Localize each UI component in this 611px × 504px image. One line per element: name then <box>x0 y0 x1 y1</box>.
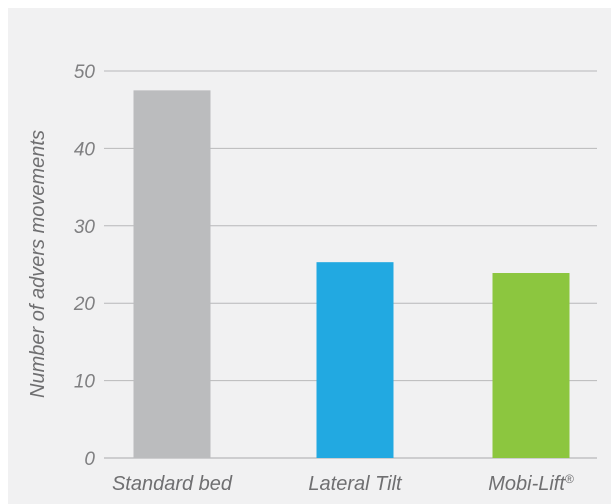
x-tick-label: Lateral Tilt <box>308 473 403 495</box>
y-tick-label: 0 <box>84 449 95 470</box>
y-tick-label: 20 <box>73 294 96 315</box>
x-tick-label: Standard bed <box>112 473 233 495</box>
x-tick-label: Mobi-Lift® <box>488 472 574 495</box>
y-axis-label: Number of advers movements <box>27 130 49 398</box>
y-tick-label: 10 <box>74 372 96 393</box>
bar-standard-bed <box>133 90 211 458</box>
bar-lateral-tilt <box>316 262 394 458</box>
x-tick-labels: Standard bed Lateral Tilt Mobi-Lift® <box>112 472 574 495</box>
y-tick-labels: 0 10 20 30 40 50 <box>73 62 96 470</box>
y-tick-label: 30 <box>74 217 96 238</box>
y-tick-label: 50 <box>74 62 96 83</box>
y-tick-label: 40 <box>74 139 96 160</box>
bar-mobi-lift <box>492 273 570 458</box>
bars <box>133 90 570 458</box>
